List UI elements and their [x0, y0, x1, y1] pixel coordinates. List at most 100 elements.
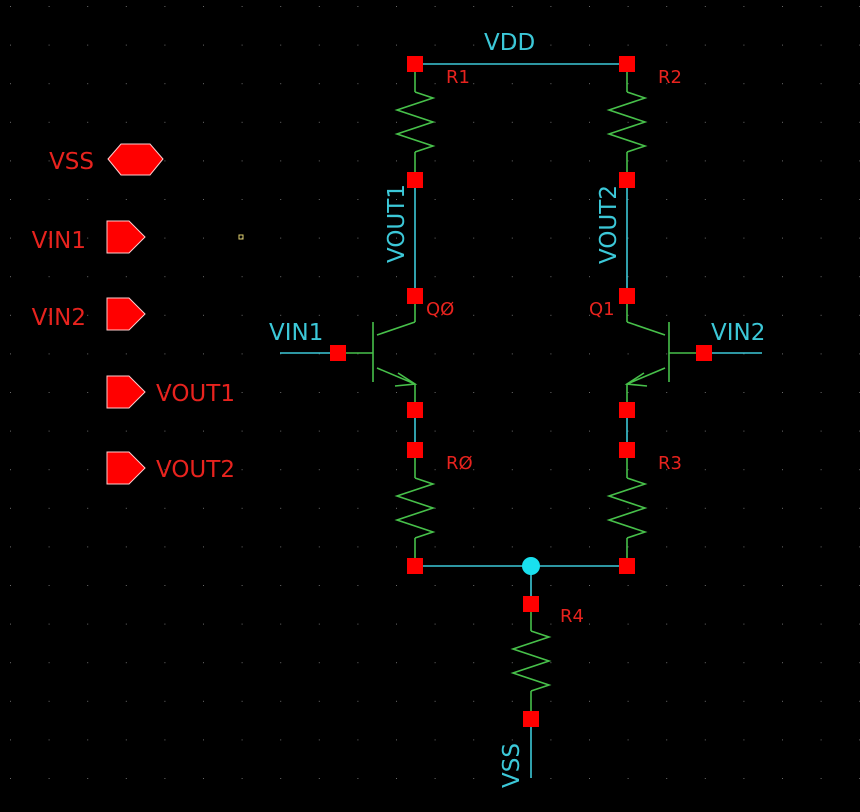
grid-dot — [241, 469, 243, 471]
grid-dot — [241, 121, 243, 123]
grid-dot — [357, 585, 359, 586]
grid-dot — [511, 44, 513, 46]
grid-dot — [704, 662, 706, 664]
grid-dot — [434, 430, 436, 432]
grid-dot — [48, 121, 50, 123]
grid-dot — [666, 778, 668, 779]
pin-vss-symbol[interactable] — [107, 143, 164, 176]
net-label-vdd: VDD — [484, 30, 535, 56]
grid-dot — [550, 662, 552, 664]
grid-dot — [241, 353, 243, 355]
q0-emitter-pin[interactable] — [407, 402, 423, 418]
grid-dot — [473, 700, 475, 702]
grid-dot — [704, 314, 706, 316]
grid-dot — [241, 237, 243, 239]
grid-dot — [87, 507, 89, 509]
grid-dot — [396, 199, 397, 200]
q1-emitter-pin[interactable] — [619, 402, 635, 418]
grid-dot — [87, 237, 89, 239]
r1-top-pin[interactable] — [407, 56, 423, 72]
grid-dot — [511, 160, 513, 162]
grid-dot — [48, 623, 50, 625]
grid-dot — [550, 585, 552, 586]
r3-bottom-pin[interactable] — [619, 558, 635, 574]
grid-dot — [743, 700, 745, 702]
grid-dot — [396, 739, 397, 741]
grid-dot — [743, 121, 745, 123]
grid-dot — [782, 430, 783, 432]
pin-vin2-label: VIN2 — [32, 305, 86, 331]
grid-dot — [550, 237, 552, 239]
r4-top-pin[interactable] — [523, 596, 539, 612]
grid-dot — [280, 160, 282, 162]
q0-collector-pin[interactable] — [407, 288, 423, 304]
r2-top-pin[interactable] — [619, 56, 635, 72]
grid-dot — [550, 739, 552, 741]
grid-dot — [357, 662, 359, 664]
grid-dot — [203, 83, 204, 85]
grid-dot — [627, 6, 629, 7]
grid-dot — [511, 392, 513, 393]
grid-dot — [357, 739, 359, 741]
grid-dot — [318, 199, 320, 200]
grid-dot — [318, 121, 320, 123]
grid-dot — [396, 585, 397, 586]
grid-dot — [48, 6, 50, 7]
grid-dot — [511, 237, 513, 239]
grid-dot — [704, 199, 706, 200]
grid-dot — [48, 585, 50, 586]
r1-bottom-pin[interactable] — [407, 172, 423, 188]
grid-dot — [704, 700, 706, 702]
grid-dot — [10, 546, 11, 548]
pin-vin2-symbol[interactable] — [106, 297, 146, 331]
grid-dot — [473, 44, 475, 46]
pin-vout1-symbol[interactable] — [106, 375, 146, 409]
grid-dot — [396, 662, 397, 664]
r4-bottom-pin[interactable] — [523, 711, 539, 727]
pin-vss-label: VSS — [49, 149, 94, 175]
grid-dot — [627, 121, 629, 123]
q0-base-pin[interactable] — [330, 345, 346, 361]
grid-dot — [396, 623, 397, 625]
grid-dot — [125, 121, 127, 123]
grid-dot — [125, 623, 127, 625]
r3-top-pin[interactable] — [619, 442, 635, 458]
r0-top-pin[interactable] — [407, 442, 423, 458]
grid-dot — [87, 585, 89, 586]
grid-dot — [743, 507, 745, 509]
grid-dot — [125, 507, 127, 509]
grid-dot — [241, 392, 243, 393]
grid-dot — [48, 83, 50, 85]
grid-dot — [743, 6, 745, 7]
grid-dot — [550, 121, 552, 123]
grid-dot — [241, 160, 243, 162]
grid-dot — [125, 6, 127, 7]
pin-vin1-symbol[interactable] — [106, 220, 146, 254]
grid-dot — [87, 430, 89, 432]
q1-collector-pin[interactable] — [619, 288, 635, 304]
r0-bottom-pin[interactable] — [407, 558, 423, 574]
grid-dot — [280, 507, 282, 509]
grid-dot — [589, 430, 590, 432]
grid-dot — [704, 83, 706, 85]
grid-dot — [550, 199, 552, 200]
grid-dot — [666, 623, 668, 625]
pin-list: VSS VIN1 VIN2 VOUT1 VOUT2 — [32, 143, 235, 485]
grid-dot — [318, 314, 320, 316]
grid-dot — [473, 121, 475, 123]
grid-dot — [164, 160, 166, 162]
grid-dot — [782, 507, 783, 509]
grid-dot — [589, 469, 590, 471]
junction-dot[interactable] — [522, 557, 540, 575]
grid-dot — [589, 353, 590, 355]
grid-dot — [318, 430, 320, 432]
q1-base-pin[interactable] — [696, 345, 712, 361]
pin-vout2-symbol[interactable] — [106, 451, 146, 485]
grid-dot — [280, 778, 282, 779]
grid-dot — [164, 353, 166, 355]
grid-dot — [125, 83, 127, 85]
grid-dot — [434, 700, 436, 702]
grid-dot — [241, 623, 243, 625]
r2-bottom-pin[interactable] — [619, 172, 635, 188]
